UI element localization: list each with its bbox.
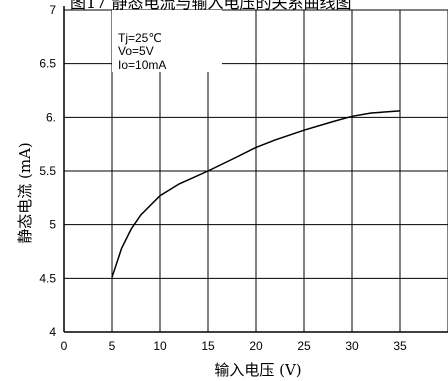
annotation-line-2: Vo=5V xyxy=(118,44,154,58)
series-line-0 xyxy=(111,110,401,278)
plot-frame xyxy=(63,6,448,333)
x-tick-label: 20 xyxy=(249,339,263,353)
y-tick-label: 4 xyxy=(49,325,56,339)
y-tick-label: 5.5 xyxy=(39,164,56,178)
x-tick-label: 30 xyxy=(345,339,359,353)
y-tick-label: 5 xyxy=(49,218,56,232)
annotation-line-3: Io=10mA xyxy=(118,58,166,72)
x-tick-label: 10 xyxy=(153,339,167,353)
x-tick-label: 25 xyxy=(297,339,311,353)
x-tick-label: 0 xyxy=(61,339,68,353)
annotation-box xyxy=(112,10,222,72)
x-axis-label: 输入电压 (V) xyxy=(214,361,301,379)
y-tick-label: 7 xyxy=(49,3,56,17)
x-tick-label: 5 xyxy=(109,339,116,353)
annotation-line-1: Tj=25℃ xyxy=(118,31,162,45)
x-tick-label: 35 xyxy=(393,339,407,353)
chart-title: 图17 静态电流与输入电压的关系曲线图 xyxy=(70,0,351,12)
y-axis-label: 静态电流 (mA) xyxy=(16,142,34,244)
series-group xyxy=(111,110,401,278)
y-tick-label: 4.5 xyxy=(39,271,56,285)
y-tick-label: 6. xyxy=(46,110,56,124)
x-tick-label: 15 xyxy=(201,339,215,353)
tick-labels: 0 5 10 15 20 25 30 35 4 4.5 5 5.5 6. 6.5 7 xyxy=(39,3,407,353)
y-tick-label: 6.5 xyxy=(39,57,56,71)
